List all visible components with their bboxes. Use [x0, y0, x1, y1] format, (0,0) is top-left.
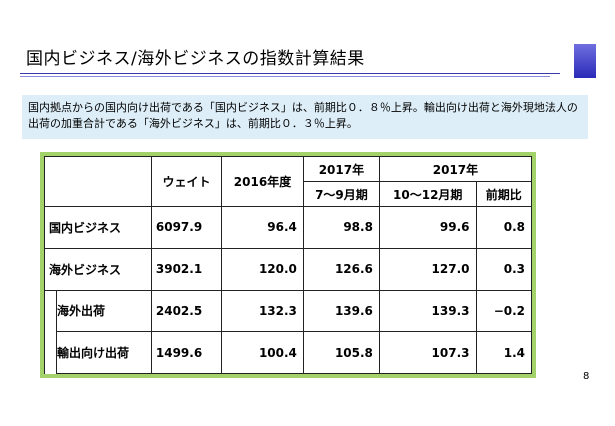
summary-box: 国内拠点からの国内向け出荷である「国内ビジネス」は、前期比０．８％上昇。輸出向け… [22, 95, 588, 139]
row-change: 0.8 [475, 206, 533, 249]
row-name: 国内ビジネス [44, 206, 152, 249]
row-change: 0.3 [475, 247, 533, 291]
row-q-a: 98.8 [302, 206, 380, 249]
table-row: 輸出向け出荷 1499.6 100.4 105.8 107.3 1.4 [45, 331, 533, 374]
indent-spacer [44, 290, 57, 374]
header-fy2016: 2016年度 [221, 155, 304, 208]
header-year-b: 2017年 [378, 155, 533, 183]
row-q-b: 139.3 [378, 289, 477, 333]
header-year-a: 2017年 [302, 155, 380, 183]
table-row: 国内ビジネス 6097.9 96.4 98.8 99.6 0.8 [44, 206, 533, 249]
row-weight: 1499.6 [150, 331, 223, 374]
row-weight: 6097.9 [150, 206, 223, 249]
row-change: −0.2 [475, 289, 533, 333]
row-q-b: 107.3 [378, 331, 477, 374]
row-q-a: 126.6 [302, 247, 380, 291]
row-name: 輸出向け出荷 [56, 331, 152, 374]
row-q-b: 127.0 [378, 247, 477, 291]
table-header-row-1: ウェイト 2016年度 2017年 2017年 [44, 155, 533, 208]
row-fy2016: 120.0 [221, 247, 304, 291]
index-table: ウェイト 2016年度 2017年 2017年 7～9月期 10～12月期 前期… [44, 155, 533, 374]
header-change: 前期比 [475, 181, 533, 208]
row-name: 海外出荷 [56, 289, 152, 333]
row-fy2016: 96.4 [221, 206, 304, 249]
row-fy2016: 132.3 [221, 289, 304, 333]
header-q-b: 10～12月期 [378, 181, 477, 208]
row-change: 1.4 [475, 331, 533, 374]
table-row: 海外ビジネス 3902.1 120.0 126.6 127.0 0.3 [44, 247, 533, 291]
page-title: 国内ビジネス/海外ビジネスの指数計算結果 [26, 49, 365, 69]
header-blank-cell [44, 155, 152, 208]
table-header-row-2: 7～9月期 10～12月期 前期比 [45, 181, 533, 208]
row-q-b: 99.6 [378, 206, 477, 249]
row-q-a: 105.8 [302, 331, 380, 374]
row-q-a: 139.6 [302, 289, 380, 333]
row-weight: 3902.1 [150, 247, 223, 291]
title-underline [20, 73, 560, 74]
index-table-frame: ウェイト 2016年度 2017年 2017年 7～9月期 10～12月期 前期… [40, 152, 536, 378]
row-name: 海外ビジネス [44, 247, 152, 291]
corner-accent-block [574, 44, 596, 78]
page-number: 8 [583, 371, 590, 382]
table-row: 海外出荷 2402.5 132.3 139.6 139.3 −0.2 [44, 289, 533, 374]
title-underline-secondary [20, 76, 550, 77]
row-fy2016: 100.4 [221, 331, 304, 374]
header-q-a: 7～9月期 [302, 181, 380, 208]
row-weight: 2402.5 [150, 289, 223, 333]
header-weight: ウェイト [150, 155, 223, 208]
